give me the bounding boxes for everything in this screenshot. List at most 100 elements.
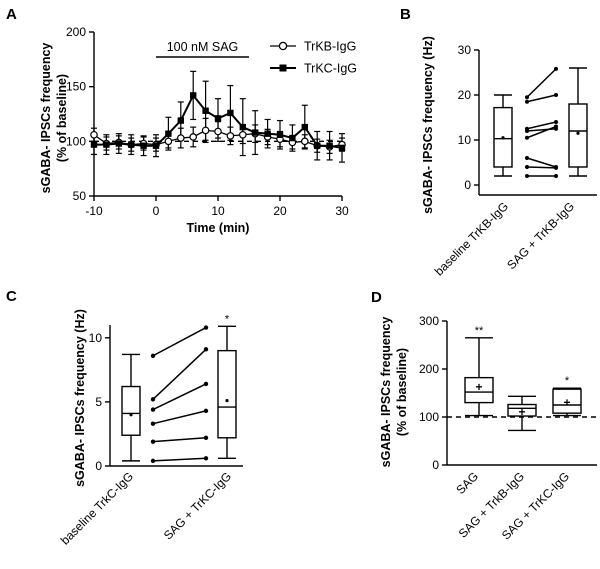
panel-c-pair-point [203, 435, 209, 440]
legend-marker-trkb [278, 41, 288, 51]
panel-a-ylabel-line2: (% of baseline) [55, 74, 69, 162]
point-trkc [103, 141, 110, 148]
sag-annotation: 100 nM SAG [167, 40, 239, 54]
panel-c-pair-point [203, 408, 209, 414]
panel-c-ytick-label: 10 [89, 331, 103, 345]
panel-c-category-1: baseline TrkC-IgG [58, 469, 136, 547]
panel-c-pair-point [203, 456, 209, 461]
point-trkc [177, 117, 184, 124]
panel-b-ytick-label: 10 [458, 133, 472, 147]
panel-c-pair-point [150, 353, 156, 358]
panel-c-pair-line [152, 457, 207, 462]
point-trkb [239, 130, 247, 139]
panel-b-ytick-label: 0 [464, 178, 471, 192]
panel-d-significance: ** [475, 325, 484, 337]
point-trkc [326, 142, 333, 149]
legend-marker-trkc [279, 64, 287, 72]
point-trkb [201, 126, 210, 135]
panel-d-category-1: SAG [453, 469, 481, 497]
point-trkc [90, 141, 98, 148]
point-trkb [164, 137, 173, 146]
legend: TrKB-IgG TrKC-IgG [270, 40, 357, 76]
point-trkc [314, 142, 321, 149]
panel-d-mean-marker: + [475, 380, 482, 394]
point-trkb [189, 133, 198, 141]
panel-c-pair-point [150, 421, 156, 426]
panel-d-significance: * [565, 375, 570, 387]
panel-a-ytick-label: 150 [66, 80, 86, 94]
point-trkc [239, 123, 246, 131]
panel-d-ytick-label: 100 [419, 410, 439, 424]
panel-b-ylabel: sGABA- IPSCs frequency (Hz) [421, 36, 435, 214]
panel-c-pair-point [203, 325, 209, 330]
legend-label-trkc: TrKC-IgG [304, 62, 357, 76]
panel-b-ytick-label: 20 [458, 88, 472, 102]
panel-a-ylabel-line1: sGABA- IPSCs frequency [39, 43, 53, 194]
point-trkb [226, 132, 235, 140]
panel-b-pair-point [554, 120, 558, 124]
panel-b-pair-point [525, 99, 529, 104]
point-trkc [128, 141, 135, 148]
panel-d-ylabel-line2: (% of baseline) [395, 348, 409, 436]
panel-c-pair-point [150, 397, 156, 402]
panel-b-mean [576, 131, 580, 135]
panel-b-pair-point [554, 174, 558, 178]
panel-a-xtick-label: 10 [211, 204, 225, 218]
panel-d-box [464, 376, 494, 404]
panel-a-xtick-label: 30 [335, 204, 349, 218]
point-trkc [227, 109, 234, 117]
point-trkc [202, 107, 209, 114]
point-trkb [300, 137, 309, 146]
panel-d-ytick-label: 0 [432, 458, 439, 472]
panel-b-pair-line [526, 166, 557, 169]
panel-d-ytick-label: 200 [419, 362, 439, 376]
panel-b-mean [501, 136, 505, 140]
point-trkc [214, 115, 222, 122]
panel-a-xlabel: Time (min) [187, 221, 250, 235]
panel-b: B sGABA- IPSCs frequency (Hz) 0 10 20 30 ba… [400, 6, 597, 278]
panel-d-box [507, 403, 537, 417]
panel-a-xtick-label: 0 [153, 204, 160, 218]
panel-c-ylabel: sGABA- IPSCs frequency (Hz) [73, 309, 87, 487]
point-trkb [177, 134, 185, 142]
panel-c-pair-line [152, 410, 207, 425]
panel-b-pair-line [526, 128, 557, 132]
panel-b-pair-point [525, 135, 529, 140]
panel-d-ylabel-line1: sGABA- IPSCs frequency [379, 317, 393, 468]
point-trkc [276, 131, 284, 138]
panel-b-pair-line [526, 68, 557, 98]
panel-c-box [217, 349, 237, 439]
point-trkc [115, 140, 122, 147]
panel-c-pair-point [150, 407, 156, 412]
panel-label-a: A [6, 6, 17, 23]
panel-b-pair-point [525, 95, 529, 100]
point-trkb [90, 130, 98, 139]
panel-d-ytick-label: 300 [419, 314, 439, 328]
panel-a-xtick-label: -10 [85, 204, 103, 218]
panel-b-pair-line [526, 121, 557, 130]
panel-b-pair-point [554, 66, 558, 71]
panel-d-box [552, 388, 582, 414]
panel-d-mean-marker: + [518, 405, 525, 419]
panel-c-ytick-label: 0 [95, 459, 102, 473]
legend-label-trkb: TrKB-IgG [304, 40, 356, 54]
panel-b-box [568, 103, 588, 168]
point-trkc [301, 123, 308, 131]
point-trkc [152, 142, 160, 149]
panel-label-d: D [371, 289, 382, 306]
panel-b-pair-point [525, 129, 529, 133]
panel-a-ytick-label: 50 [73, 189, 87, 203]
panel-b-ytick-label: 30 [458, 43, 472, 57]
panel-a-ytick-label: 100 [66, 134, 86, 148]
panel-d: D sGABA- IPSCs frequency (% of baseline)… [371, 289, 597, 543]
panel-c: C sGABA- IPSCs frequency (Hz) 0 5 10 * bas… [6, 288, 243, 548]
panel-b-pair-line [526, 157, 557, 168]
panel-b-pair-line [526, 125, 557, 139]
point-trkc [252, 129, 259, 136]
panel-c-mean [129, 413, 133, 417]
panel-b-category-2: SAG + TrKB-IgG [504, 199, 577, 272]
panel-b-pair-point [525, 174, 529, 178]
panel-b-category-1: baseline TrKB-IgG [432, 199, 511, 278]
panel-a-ytick-label: 200 [66, 25, 86, 39]
panel-a: A sGABA- IPSCs frequency (% of baseline)… [6, 6, 357, 235]
